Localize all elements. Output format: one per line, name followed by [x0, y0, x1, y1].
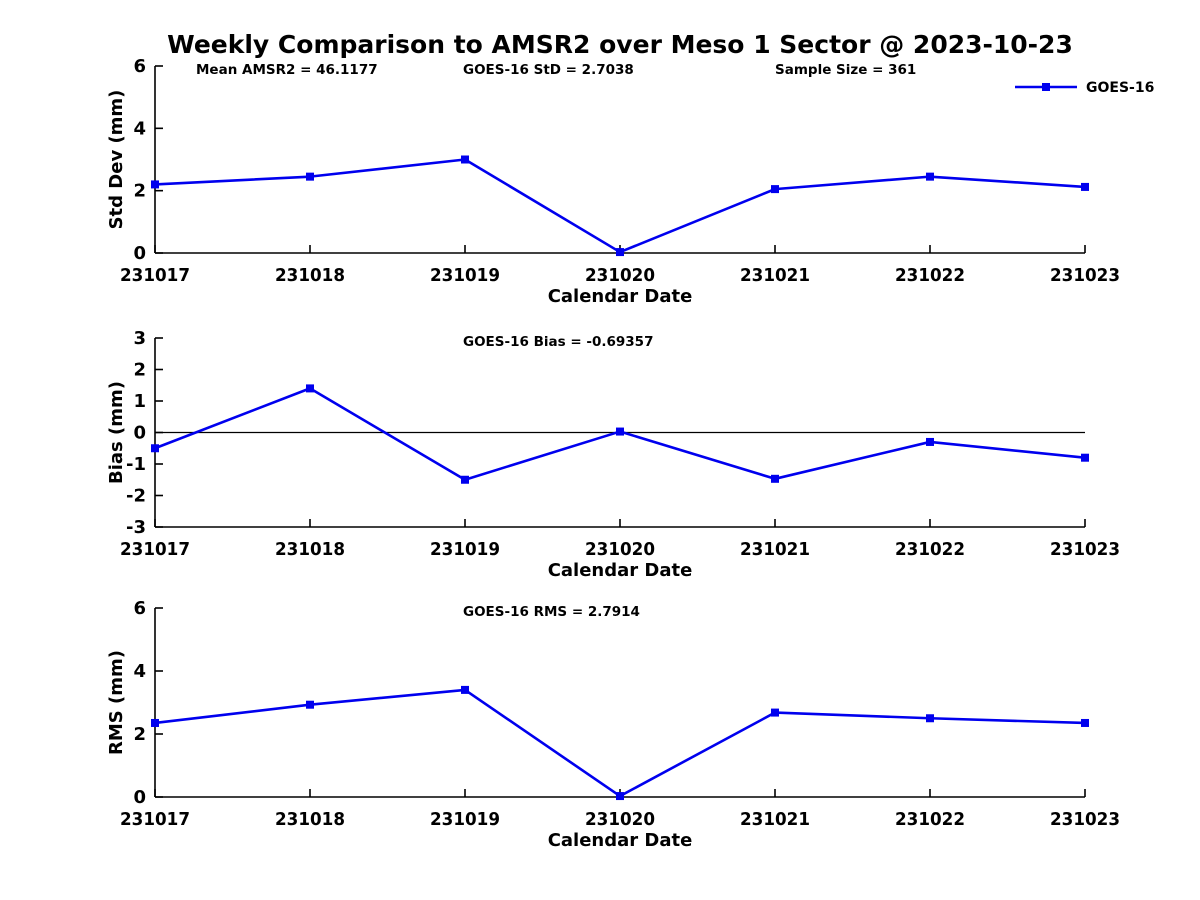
data-point-marker: [616, 792, 624, 801]
data-point-marker: [1081, 453, 1089, 462]
data-point-marker: [926, 172, 934, 181]
x-axis-label: Calendar Date: [548, 560, 693, 581]
data-point-marker: [306, 384, 314, 393]
y-tick-label: 4: [133, 118, 146, 139]
data-point-marker: [151, 718, 159, 727]
y-tick-label: 2: [133, 360, 146, 381]
y-tick-label: -2: [126, 486, 146, 507]
y-tick-label: 6: [133, 598, 146, 619]
x-tick-label: 231021: [740, 265, 810, 286]
y-tick-label: 6: [133, 56, 146, 77]
data-point-marker: [771, 708, 779, 717]
data-point-marker: [306, 700, 314, 709]
x-tick-label: 231022: [895, 265, 965, 286]
x-tick-label: 231021: [740, 539, 810, 560]
x-tick-label: 231019: [430, 539, 500, 560]
data-point-marker: [151, 444, 159, 453]
x-tick-label: 231017: [120, 539, 190, 560]
y-tick-label: 2: [133, 181, 146, 202]
x-axis-label: Calendar Date: [548, 286, 693, 307]
subplot-bias: -3 -2 -1 0 1 2 3 231017 231018 231019 231020 231021…: [106, 328, 1120, 581]
y-axis-label: RMS (mm): [106, 650, 127, 755]
y-tick-label: -3: [126, 517, 146, 538]
x-tick-label: 231022: [895, 539, 965, 560]
annotation: Sample Size = 361: [775, 62, 916, 78]
x-tick-label: 231019: [430, 265, 500, 286]
x-tick-label: 231018: [275, 265, 345, 286]
x-tick-label: 231023: [1050, 265, 1120, 286]
data-point-marker: [771, 474, 779, 483]
y-tick-label: 1: [133, 391, 146, 412]
legend-marker-sample: [1042, 83, 1050, 91]
data-point-marker: [1081, 182, 1089, 191]
y-axis-label: Std Dev (mm): [106, 90, 127, 230]
subplot-rms: 0 2 4 6 231017 231018 231019 231020 231021 231022…: [106, 598, 1120, 851]
series-line: [154, 158, 1086, 254]
legend-label: GOES-16: [1086, 80, 1154, 96]
x-tick-label: 231017: [120, 809, 190, 830]
y-tick-label: 0: [133, 243, 146, 264]
series-line: [154, 688, 1086, 798]
data-point-marker: [771, 185, 779, 194]
data-point-marker: [926, 714, 934, 723]
data-point-marker: [1081, 718, 1089, 727]
data-point-marker: [461, 155, 469, 164]
x-tick-label: 231020: [585, 539, 655, 560]
x-tick-label: 231023: [1050, 539, 1120, 560]
annotation: GOES-16 StD = 2.7038: [463, 62, 634, 78]
x-tick-label: 231018: [275, 809, 345, 830]
x-tick-label: 231019: [430, 809, 500, 830]
x-tick-label: 231017: [120, 265, 190, 286]
y-tick-label: -1: [126, 454, 146, 475]
legend: GOES-16: [1015, 80, 1154, 96]
data-point-marker: [616, 248, 624, 257]
x-tick-label: 231020: [585, 265, 655, 286]
annotation: GOES-16 Bias = -0.69357: [463, 334, 653, 350]
x-tick-label: 231023: [1050, 809, 1120, 830]
x-axis-label: Calendar Date: [548, 830, 693, 851]
x-tick-label: 231020: [585, 809, 655, 830]
x-tick-label: 231022: [895, 809, 965, 830]
data-point-marker: [151, 180, 159, 189]
data-point-marker: [616, 427, 624, 436]
annotation: Mean AMSR2 = 46.1177: [196, 62, 378, 78]
y-tick-label: 2: [133, 724, 146, 745]
y-tick-label: 0: [133, 423, 146, 444]
y-tick-label: 3: [133, 328, 146, 349]
x-tick-label: 231021: [740, 809, 810, 830]
data-point-marker: [461, 685, 469, 694]
data-point-marker: [461, 475, 469, 484]
annotation: GOES-16 RMS = 2.7914: [463, 604, 640, 620]
y-tick-label: 4: [133, 661, 146, 682]
chart-title: Weekly Comparison to AMSR2 over Meso 1 S…: [167, 30, 1073, 59]
data-point-marker: [926, 437, 934, 446]
x-tick-label: 231018: [275, 539, 345, 560]
subplot-std: 0 2 4 6 231017 231018 231019 231020 231021 231022…: [106, 56, 1154, 307]
y-axis-label: Bias (mm): [106, 381, 127, 484]
data-point-marker: [306, 172, 314, 181]
y-tick-label: 0: [133, 787, 146, 808]
